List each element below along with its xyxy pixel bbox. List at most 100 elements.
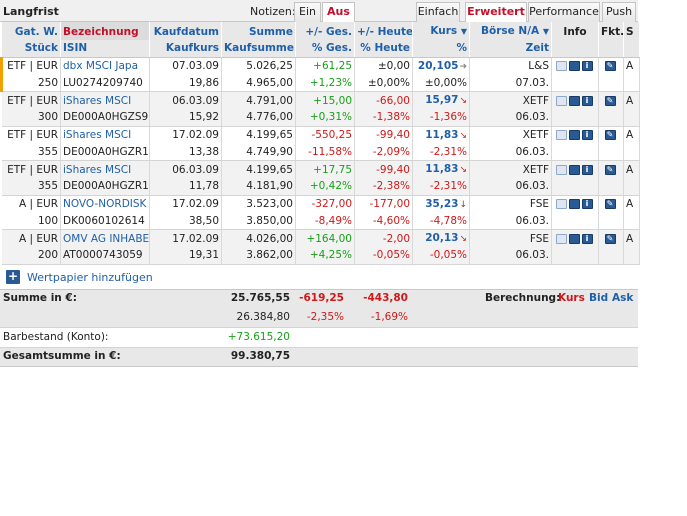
fkt-icons-cell: ✎ (598, 229, 624, 247)
pct-heute-cell: -0,05% (354, 247, 413, 265)
kaufdatum-cell: 17.02.09 (149, 229, 222, 247)
security-name-link[interactable]: OMV AG INHABE (60, 229, 150, 247)
info-icon[interactable]: i (581, 233, 593, 244)
col-summe-header[interactable]: Summe (221, 22, 296, 40)
security-name-link[interactable]: iShares MSCI (60, 126, 150, 144)
security-name-link[interactable]: NOVO-NORDISK (60, 195, 150, 213)
table-row[interactable]: 200 AT0000743059 19,31 3.862,00 +4,25% -0,05%… (1, 247, 640, 265)
disk-icon[interactable] (568, 233, 580, 244)
edit-icon[interactable]: ✎ (604, 130, 616, 140)
view-einfach-tab[interactable]: Einfach (416, 2, 460, 22)
disk-icon[interactable] (568, 61, 580, 71)
col-kurs-header[interactable]: Kurs ▼ (412, 22, 470, 40)
isin-cell: DE000A0HGZS9 (60, 109, 150, 127)
security-name-link[interactable]: iShares MSCI (60, 91, 150, 109)
col-pct-heute-header[interactable]: % Heute (354, 40, 413, 58)
view-performance-tab[interactable]: Performance (528, 2, 600, 22)
table-row[interactable]: 355 DE000A0HGZR1 13,38 4.749,90 -11,58% -2,09… (1, 143, 640, 161)
pct-heute-cell: -4,60% (354, 212, 413, 230)
isin-cell: DK0060102614 (60, 212, 150, 230)
notizen-aus-tab[interactable]: Aus (322, 2, 355, 23)
summe-pct-heute: -1,69% (370, 311, 408, 323)
table-row[interactable]: A | EUR NOVO-NORDISK 17.02.09 3.523,00 -327,… (1, 195, 640, 213)
kurs-cell: 11,83↘ (412, 160, 470, 178)
kaufkurs-cell: 19,86 (149, 74, 222, 92)
col-kaufdatum-header[interactable]: Kaufdatum (149, 22, 222, 40)
table-row[interactable]: ETF | EUR iShares MSCI 17.02.09 4.199,65 -55… (1, 126, 640, 144)
disk-icon[interactable] (568, 95, 580, 106)
table-row[interactable]: 355 DE000A0HGZR1 11,78 4.181,90 +0,42% -2,38%… (1, 178, 640, 196)
berechnung-kurs-link[interactable]: Kurs (558, 292, 585, 304)
col-bezeichnung-header[interactable]: Bezeichnung (60, 22, 150, 40)
security-name-link[interactable]: dbx MSCI Japa (60, 57, 150, 75)
col-pct-header[interactable]: % (412, 40, 470, 58)
col-ges-header[interactable]: +/- Ges. (295, 22, 355, 40)
berechnung-bid-link[interactable]: Bid (589, 292, 609, 304)
kurs-value: 20,13 (425, 232, 459, 244)
info-icons-cell: i (551, 160, 599, 178)
heute-cell: -66,00 (354, 91, 413, 109)
view-erweitert-tab[interactable]: Erweitert (465, 2, 527, 23)
list-icon[interactable] (555, 95, 567, 106)
ges-cell: +17,75 (295, 160, 355, 178)
col-boerse-header[interactable]: Börse N/A ▼ (469, 22, 552, 40)
edit-icon[interactable]: ✎ (604, 61, 616, 71)
table-row[interactable]: 250 LU0274209740 19,86 4.965,00 +1,23% ±0,00%… (0, 74, 640, 92)
edit-icon[interactable]: ✎ (604, 199, 616, 209)
kurs-cell: 35,23↓ (412, 195, 470, 213)
berechnung-ask-link[interactable]: Ask (612, 292, 634, 304)
arrow-right-icon: ➜ (459, 61, 467, 72)
list-icon[interactable] (555, 233, 567, 244)
col-kaufsumme-header[interactable]: Kaufsumme (221, 40, 296, 58)
table-row[interactable]: 300 DE000A0HGZS9 15,92 4.776,00 +0,31% -1,38%… (1, 109, 640, 127)
pct-ges-cell: +4,25% (295, 247, 355, 265)
disk-icon[interactable] (568, 130, 580, 140)
info-icon[interactable]: i (581, 164, 593, 175)
add-plus-icon[interactable]: + (6, 269, 20, 284)
portfolio-tabbar: Langfrist Notizen: Ein Aus Einfach Erwei… (0, 0, 638, 23)
gat-w-cell: ETF | EUR (0, 57, 61, 75)
pct-cell: -1,36% (412, 109, 470, 127)
col-stueck-header[interactable]: Stück (1, 40, 61, 58)
disk-icon[interactable] (568, 199, 580, 209)
kaufsumme-cell: 4.965,00 (221, 74, 296, 92)
list-icon[interactable] (555, 61, 567, 71)
list-icon[interactable] (555, 164, 567, 175)
stueck-cell: 355 (1, 178, 61, 196)
info-empty-cell (551, 74, 599, 92)
col-zeit-header[interactable]: Zeit (469, 40, 552, 58)
edit-icon[interactable]: ✎ (604, 233, 616, 244)
info-icon[interactable]: i (581, 199, 593, 209)
col-isin-header[interactable]: ISIN (60, 40, 150, 58)
view-push-tab[interactable]: Push (602, 2, 636, 22)
boerse-cell: L&S (469, 57, 552, 75)
disk-icon[interactable] (568, 164, 580, 175)
table-row[interactable]: ETF | EUR iShares MSCI 06.03.09 4.199,65 +17… (1, 160, 640, 178)
list-icon[interactable] (555, 199, 567, 209)
add-security-link[interactable]: Wertpapier hinzufügen (27, 271, 153, 284)
info-icon[interactable]: i (581, 61, 593, 71)
col-heute-header[interactable]: +/- Heute (354, 22, 413, 40)
s-empty-cell (623, 109, 640, 127)
kaufkurs-cell: 19,31 (149, 247, 222, 265)
notizen-ein-tab[interactable]: Ein (294, 2, 321, 22)
kurs-dropdown-icon[interactable]: ▼ (460, 27, 467, 36)
summe-total: 25.765,55 (230, 292, 290, 304)
table-row[interactable]: A | EUR OMV AG INHABE 17.02.09 4.026,00 +164… (1, 229, 640, 247)
col-kaufkurs-header[interactable]: Kaufkurs (149, 40, 222, 58)
table-row[interactable]: ETF | EUR dbx MSCI Japa 07.03.09 5.026,25 +6… (0, 57, 640, 75)
pct-heute-cell: -1,38% (354, 109, 413, 127)
boerse-dropdown-icon[interactable]: ▼ (542, 27, 549, 36)
edit-icon[interactable]: ✎ (604, 164, 616, 175)
info-icon[interactable]: i (581, 130, 593, 140)
list-icon[interactable] (555, 130, 567, 140)
fkt-icons-cell: ✎ (598, 57, 624, 75)
edit-icon[interactable]: ✎ (604, 95, 616, 106)
info-icon[interactable]: i (581, 95, 593, 106)
table-row[interactable]: ETF | EUR iShares MSCI 06.03.09 4.791,00 +15… (1, 91, 640, 109)
col-gat-w-header[interactable]: Gat. W. (1, 22, 61, 40)
col-pct-ges-header[interactable]: % Ges. (295, 40, 355, 58)
fkt-empty-cell (598, 178, 624, 196)
security-name-link[interactable]: iShares MSCI (60, 160, 150, 178)
table-row[interactable]: 100 DK0060102614 38,50 3.850,00 -8,49% -4,60%… (1, 212, 640, 230)
